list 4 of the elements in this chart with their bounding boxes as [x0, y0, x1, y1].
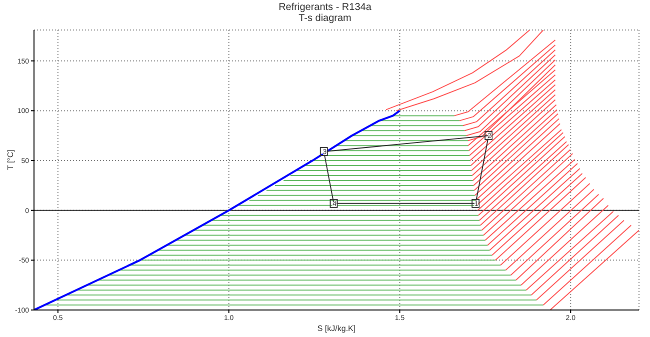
chart-title: Refrigerants - R134a	[278, 2, 372, 13]
x-axis-title: S [kJ/kg.K]	[317, 324, 356, 333]
y-axis-title: T [°C]	[6, 150, 15, 170]
chart-subtitle: T-s diagram	[298, 13, 352, 24]
